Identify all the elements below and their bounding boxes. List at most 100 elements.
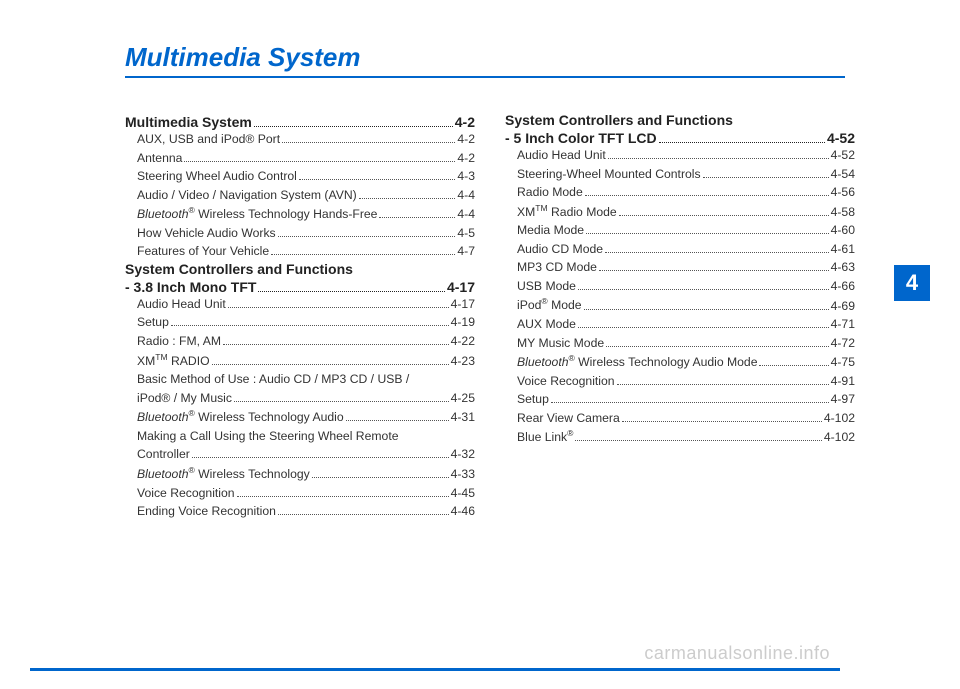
- toc-line: Audio Head Unit 4-17: [137, 295, 475, 314]
- toc-label: AUX Mode: [517, 315, 576, 334]
- section-header-page: 4-17: [447, 279, 475, 295]
- toc-line: Controller4-32: [137, 445, 475, 464]
- toc-line: Bluetooth® Wireless Technology 4-33: [137, 464, 475, 484]
- leader-dots: [759, 365, 828, 366]
- toc-label: Bluetooth® Wireless Technology Audio: [137, 407, 344, 427]
- leader-dots: [234, 401, 449, 402]
- leader-dots: [312, 477, 449, 478]
- toc-page: 4-54: [831, 165, 855, 184]
- toc-line: How Vehicle Audio Works 4-5: [137, 224, 475, 243]
- toc-label: Making a Call Using the Steering Wheel R…: [137, 427, 398, 446]
- leader-dots: [617, 384, 829, 385]
- section-header: Multimedia System4-2: [125, 114, 475, 130]
- toc-page: 4-19: [451, 313, 475, 332]
- toc-page: 4-71: [831, 315, 855, 334]
- leader-dots: [278, 514, 449, 515]
- bottom-border: [30, 668, 840, 671]
- left-column: Multimedia System4-2AUX, USB and iPod® P…: [125, 112, 475, 521]
- watermark: carmanualsonline.info: [644, 643, 830, 664]
- leader-dots: [192, 457, 449, 458]
- toc-page: 4-61: [831, 240, 855, 259]
- section-subheader: System Controllers and Functions: [505, 112, 855, 128]
- toc-line: Voice Recognition 4-45: [137, 484, 475, 503]
- toc-label: Antenna: [137, 149, 182, 168]
- leader-dots: [212, 364, 449, 365]
- toc-line: Setup 4-97: [517, 390, 855, 409]
- toc-page: 4-17: [451, 295, 475, 314]
- leader-dots: [278, 236, 456, 237]
- toc-line: Antenna 4-2: [137, 149, 475, 168]
- toc-label: Setup: [137, 313, 169, 332]
- page-title: Multimedia System: [125, 42, 361, 73]
- toc-label: Voice Recognition: [137, 484, 235, 503]
- leader-dots: [703, 177, 829, 178]
- toc-line: XMTM Radio Mode 4-58: [517, 202, 855, 222]
- toc-label: Bluetooth® Wireless Technology: [137, 464, 310, 484]
- section-header: - 3.8 Inch Mono TFT 4-17: [125, 279, 475, 295]
- leader-dots: [271, 254, 455, 255]
- toc-page: 4-2: [457, 149, 475, 168]
- leader-dots: [605, 252, 829, 253]
- toc-label: iPod® Mode: [517, 295, 582, 315]
- toc-label: MP3 CD Mode: [517, 258, 597, 277]
- toc-label: Rear View Camera: [517, 409, 620, 428]
- toc-label: How Vehicle Audio Works: [137, 224, 276, 243]
- toc-label: Voice Recognition: [517, 372, 615, 391]
- toc-line: Rear View Camera 4-102: [517, 409, 855, 428]
- toc-page: 4-69: [831, 297, 855, 316]
- toc-line: MP3 CD Mode 4-63: [517, 258, 855, 277]
- toc-page: 4-25: [451, 389, 475, 408]
- toc-page: 4-46: [451, 502, 475, 521]
- toc-line: Media Mode4-60: [517, 221, 855, 240]
- title-underline: [125, 76, 845, 78]
- toc-label: Ending Voice Recognition: [137, 502, 276, 521]
- section-header: - 5 Inch Color TFT LCD 4-52: [505, 130, 855, 146]
- toc-label: Radio Mode: [517, 183, 583, 202]
- leader-dots: [171, 325, 449, 326]
- toc-line: Ending Voice Recognition 4-46: [137, 502, 475, 521]
- leader-dots: [608, 158, 829, 159]
- toc-label: MY Music Mode: [517, 334, 604, 353]
- toc-page: 4-102: [824, 428, 855, 447]
- section-header-page: 4-2: [455, 114, 475, 130]
- toc-page: 4-58: [831, 203, 855, 222]
- section-subheader: System Controllers and Functions: [125, 261, 475, 277]
- leader-dots: [575, 440, 821, 441]
- toc-line: iPod® Mode 4-69: [517, 295, 855, 315]
- toc-page: 4-60: [831, 221, 855, 240]
- toc-label: Steering-Wheel Mounted Controls: [517, 165, 701, 184]
- leader-dots: [585, 195, 829, 196]
- toc-line: AUX Mode 4-71: [517, 315, 855, 334]
- toc-line: Blue Link® 4-102: [517, 427, 855, 447]
- toc-page: 4-56: [831, 183, 855, 202]
- toc-line: Steering Wheel Audio Control4-3: [137, 167, 475, 186]
- toc-page: 4-63: [831, 258, 855, 277]
- toc-page: 4-97: [831, 390, 855, 409]
- toc-page: 4-72: [831, 334, 855, 353]
- toc-line: Basic Method of Use : Audio CD / MP3 CD …: [137, 370, 475, 389]
- toc-label: Features of Your Vehicle: [137, 242, 269, 261]
- section-header-label: - 3.8 Inch Mono TFT: [125, 279, 256, 295]
- toc-page: 4-31: [451, 408, 475, 427]
- toc-label: Audio / Video / Navigation System (AVN): [137, 186, 357, 205]
- leader-dots: [223, 344, 449, 345]
- section-header-label: - 5 Inch Color TFT LCD: [505, 130, 657, 146]
- toc-page: 4-3: [457, 167, 475, 186]
- leader-dots: [606, 346, 828, 347]
- chapter-tab: 4: [894, 265, 930, 301]
- toc-label: Blue Link®: [517, 427, 573, 447]
- leader-dots: [578, 289, 829, 290]
- toc-label: Audio Head Unit: [137, 295, 226, 314]
- toc-line: Voice Recognition 4-91: [517, 372, 855, 391]
- toc-page: 4-66: [831, 277, 855, 296]
- leader-dots: [258, 291, 445, 292]
- toc-line: iPod® / My Music 4-25: [137, 389, 475, 408]
- toc-label: Setup: [517, 390, 549, 409]
- toc-line: MY Music Mode 4-72: [517, 334, 855, 353]
- toc-label: Audio Head Unit: [517, 146, 606, 165]
- toc-columns: Multimedia System4-2AUX, USB and iPod® P…: [125, 112, 855, 521]
- toc-line: Steering-Wheel Mounted Controls 4-54: [517, 165, 855, 184]
- toc-line: Radio Mode 4-56: [517, 183, 855, 202]
- leader-dots: [346, 420, 449, 421]
- toc-label: Bluetooth® Wireless Technology Audio Mod…: [517, 352, 757, 372]
